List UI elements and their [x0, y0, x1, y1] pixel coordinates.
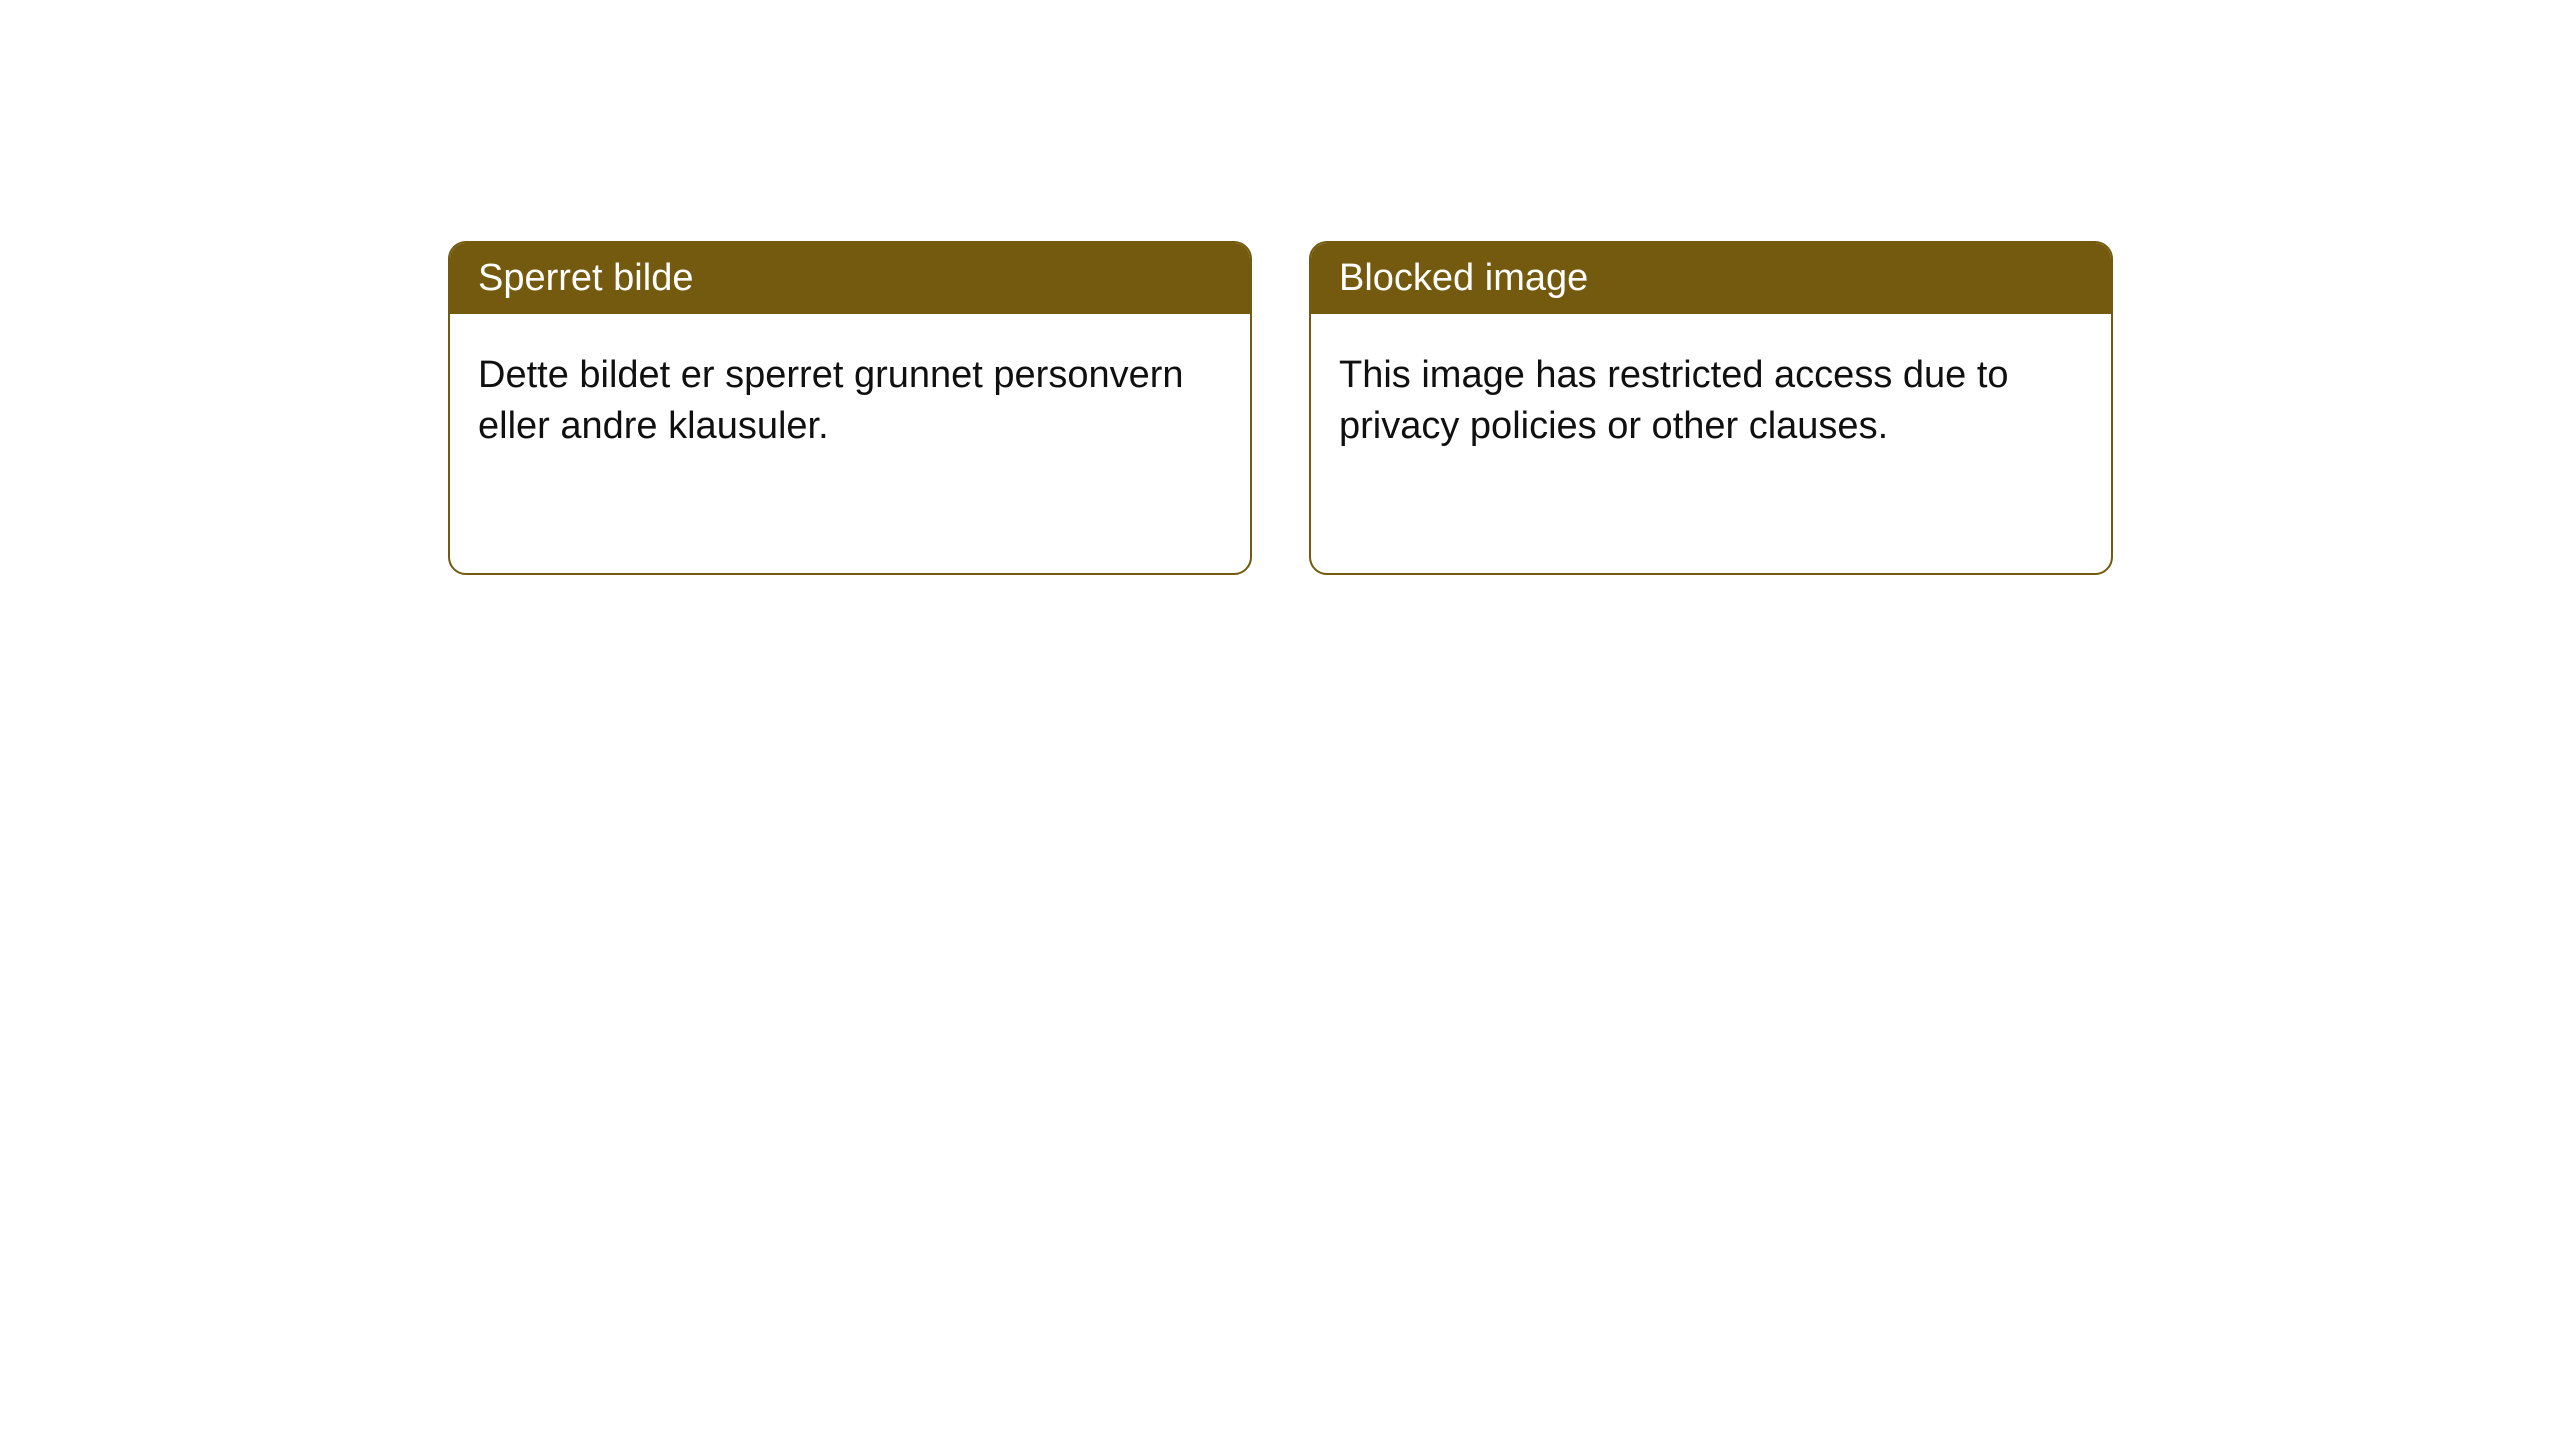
- blocked-image-card-no: Sperret bilde Dette bildet er sperret gr…: [448, 241, 1252, 575]
- card-message-no: Dette bildet er sperret grunnet personve…: [478, 354, 1184, 447]
- card-body-no: Dette bildet er sperret grunnet personve…: [450, 314, 1250, 489]
- card-title-no: Sperret bilde: [478, 257, 693, 299]
- card-header-no: Sperret bilde: [450, 243, 1250, 314]
- notice-container: Sperret bilde Dette bildet er sperret gr…: [448, 241, 2113, 575]
- card-title-en: Blocked image: [1339, 257, 1588, 299]
- card-message-en: This image has restricted access due to …: [1339, 354, 2009, 447]
- card-header-en: Blocked image: [1311, 243, 2111, 314]
- card-body-en: This image has restricted access due to …: [1311, 314, 2111, 489]
- blocked-image-card-en: Blocked image This image has restricted …: [1309, 241, 2113, 575]
